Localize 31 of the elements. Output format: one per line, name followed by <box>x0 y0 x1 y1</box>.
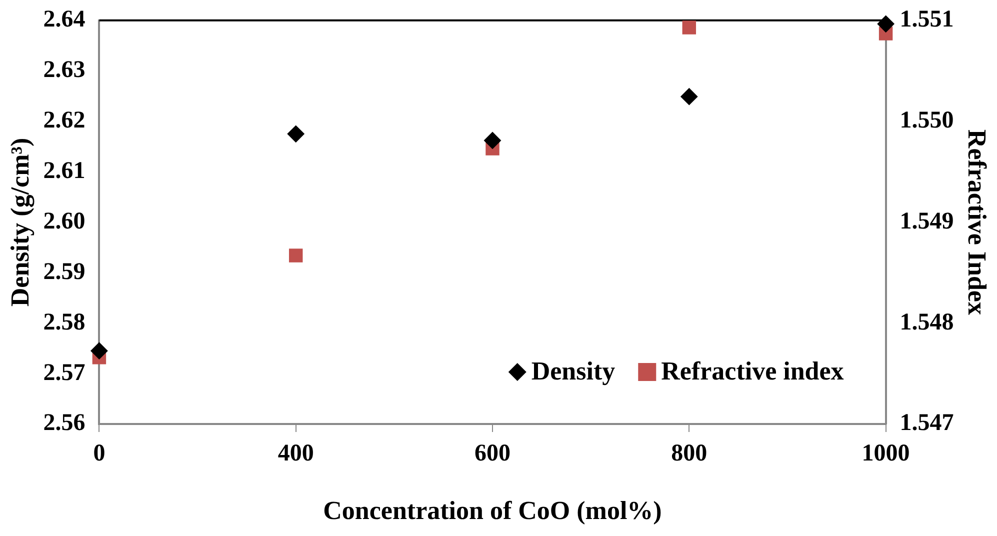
y-tick-label: 2.64 <box>43 6 86 33</box>
y-tick-label: 2.60 <box>43 208 86 234</box>
point <box>287 125 304 142</box>
point <box>288 248 303 262</box>
point <box>90 342 108 360</box>
x-tick-label: 1000 <box>862 440 910 467</box>
y-tick-label: 2.59 <box>43 258 86 285</box>
point <box>484 132 501 149</box>
y-tick-label: 2.62 <box>43 108 86 134</box>
y-axis-title: Density (g/cm³) <box>5 138 34 307</box>
y2-tick-label: 1.549 <box>900 208 954 234</box>
legend-label: Refractive index <box>661 356 844 386</box>
y2-tick-label: 1.550 <box>900 108 954 134</box>
y-tick-label: 2.56 <box>43 410 86 436</box>
y-tick-label: 2.57 <box>43 360 86 386</box>
point <box>682 20 696 34</box>
legend-label: Density <box>531 356 616 386</box>
point <box>877 15 894 32</box>
y2-axis-title: Refractive Index <box>962 129 992 315</box>
x-tick-label: 400 <box>278 440 314 467</box>
point <box>680 88 698 106</box>
x-tick-label: 800 <box>671 440 708 467</box>
y2-tick-label: 1.551 <box>900 6 954 33</box>
x-tick-label: 0 <box>93 440 106 467</box>
x-axis-title: Concentration of CoO (mol%) <box>323 496 662 526</box>
y-tick-label: 2.58 <box>43 309 86 336</box>
y-tick-label: 2.61 <box>43 158 86 184</box>
y2-tick-label: 1.547 <box>900 410 954 436</box>
y2-tick-label: 1.548 <box>900 309 954 336</box>
y-tick-label: 2.63 <box>43 57 86 84</box>
x-tick-label: 600 <box>474 440 510 467</box>
